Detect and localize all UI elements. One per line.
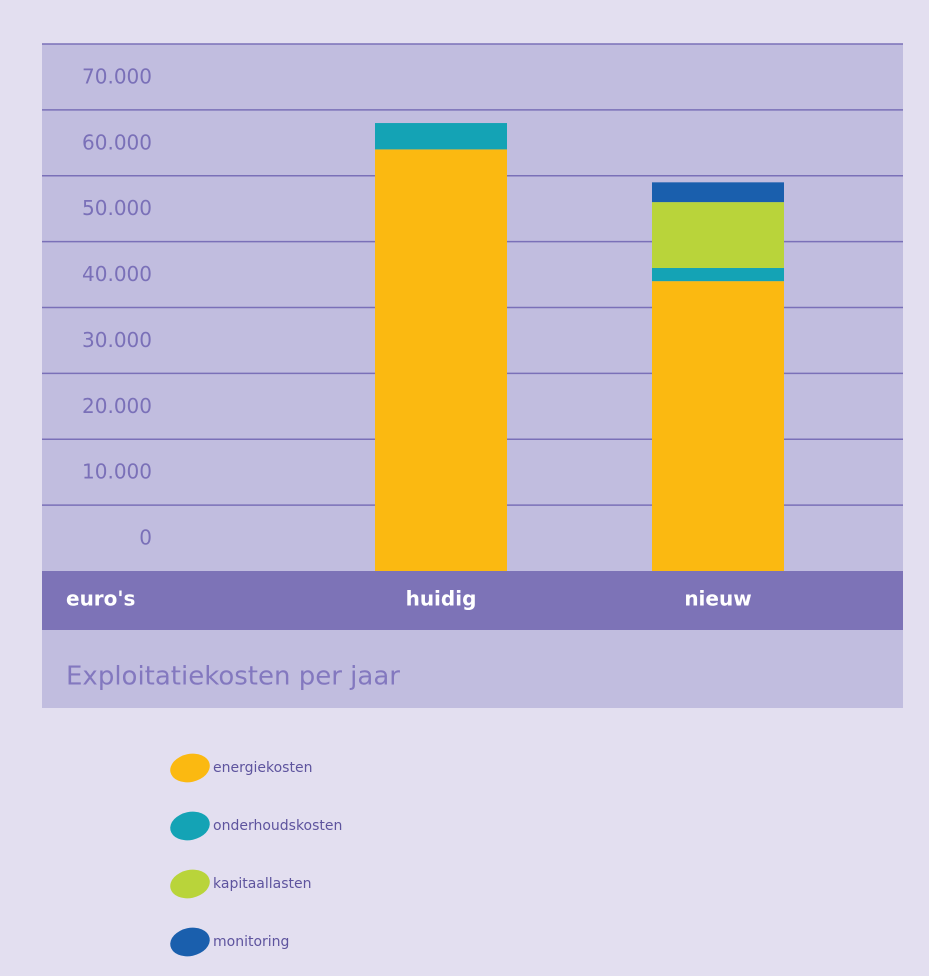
chart-title: Exploitatiekosten per jaar bbox=[66, 662, 400, 692]
y-tick-label: 30.000 bbox=[82, 328, 152, 352]
legend-swatch bbox=[170, 811, 210, 841]
y-axis-label: euro's bbox=[66, 587, 135, 611]
category-band bbox=[42, 571, 903, 630]
bar-segment bbox=[652, 267, 784, 282]
legend-label: onderhoudskosten bbox=[213, 818, 342, 834]
y-tick-label: 50.000 bbox=[82, 196, 152, 220]
legend-label: kapitaallasten bbox=[213, 876, 312, 892]
legend-swatch bbox=[170, 753, 210, 783]
bar-segment bbox=[652, 182, 784, 203]
x-tick-label: huidig bbox=[406, 587, 477, 611]
y-tick-label: 0 bbox=[139, 526, 152, 550]
bar-segment bbox=[375, 149, 507, 571]
x-tick-label: nieuw bbox=[684, 587, 751, 611]
bar-segment bbox=[652, 281, 784, 571]
y-tick-label: 10.000 bbox=[82, 460, 152, 484]
legend-label: monitoring bbox=[213, 934, 289, 950]
y-tick-label: 20.000 bbox=[82, 394, 152, 418]
bar-segment bbox=[652, 202, 784, 268]
y-tick-label: 70.000 bbox=[82, 64, 152, 88]
title-area bbox=[42, 630, 903, 708]
legend-swatch bbox=[170, 869, 210, 899]
y-tick-label: 60.000 bbox=[82, 130, 152, 154]
legend-label: energiekosten bbox=[213, 760, 312, 776]
y-tick-label: 40.000 bbox=[82, 262, 152, 286]
bar-segment bbox=[375, 123, 507, 150]
legend-swatch bbox=[170, 927, 210, 957]
